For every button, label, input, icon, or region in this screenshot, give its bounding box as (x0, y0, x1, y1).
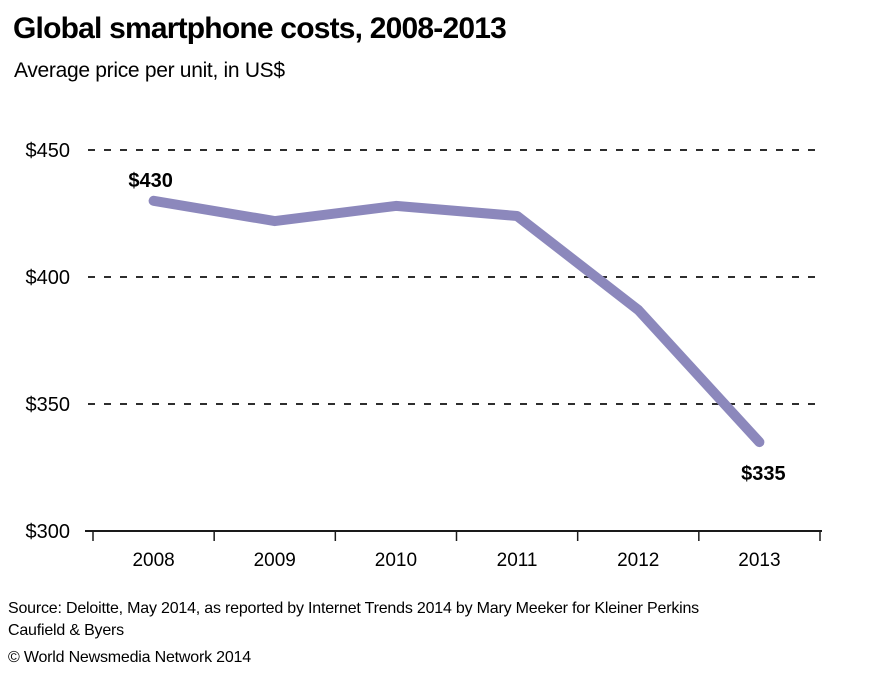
x-year-label: 2013 (738, 550, 780, 571)
price-line (148, 195, 765, 448)
x-year-label: 2010 (375, 550, 417, 571)
point-value-label: $430 (128, 170, 173, 192)
y-tick-label: $400 (26, 267, 71, 289)
x-year-label: 2011 (497, 550, 538, 571)
source-note: Source: Deloitte, May 2014, as reported … (8, 600, 699, 640)
x-year-label: 2008 (132, 550, 174, 571)
chart-title: Global smartphone costs, 2008-2013 (13, 12, 507, 45)
y-tick-label: $450 (26, 140, 71, 162)
y-tick-label: $300 (26, 521, 71, 543)
y-tick-label: $350 (26, 394, 71, 416)
x-year-label: 2012 (617, 550, 659, 571)
price-line-chart: $450 $400 $350 $300 2008 2009 2010 2011 2012 2013… (26, 140, 822, 571)
point-value-label: $335 (741, 463, 786, 485)
x-year-label: 2009 (254, 550, 296, 571)
copyright-note: © World Newsmedia Network 2014 (8, 649, 251, 666)
chart-subtitle: Average price per unit, in US$ (14, 59, 285, 82)
